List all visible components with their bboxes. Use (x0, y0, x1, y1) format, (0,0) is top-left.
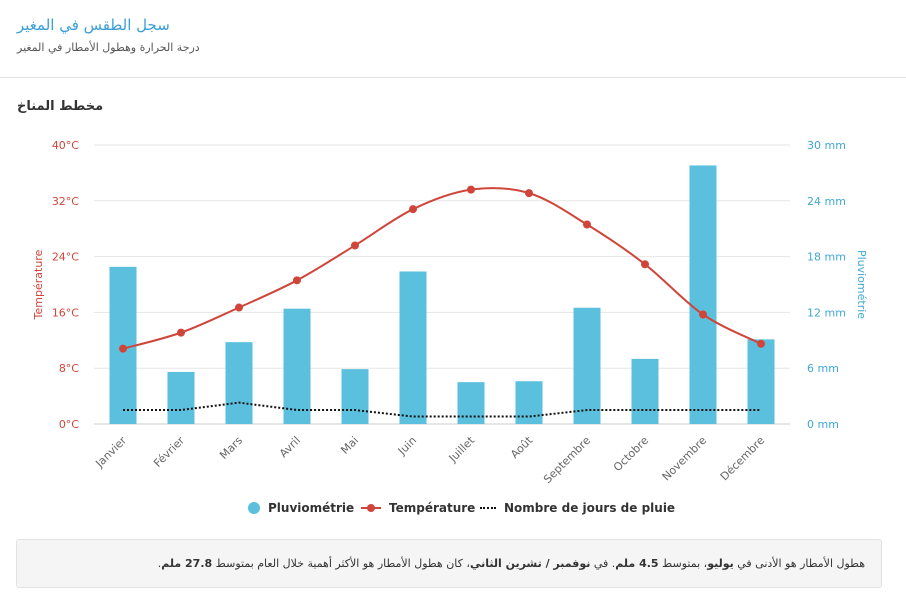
y-left-axis-title: Température (32, 249, 45, 320)
x-tick-label: Mars (217, 434, 245, 462)
y-left-tick-label: 8°C (59, 362, 79, 375)
rain-days-line (123, 401, 761, 418)
y-right-tick-label: 0 mm (807, 418, 839, 431)
rain-bar (747, 339, 775, 424)
x-tick-label: Août (508, 433, 536, 461)
temperature-point (525, 189, 533, 198)
temperature-line (119, 185, 765, 353)
page-header: سجل الطقس في المغير درجة الحرارة وهطول ا… (0, 0, 906, 78)
legend-label-rain: Pluviométrie (268, 501, 355, 515)
rain-summary-note: هطول الأمطار هو الأدنى في يوليو، بمتوسط … (16, 539, 882, 588)
legend-label-temp: Température (389, 501, 476, 515)
climate-chart: 0°C 0 mm 8°C 6 mm 16°C 12 mm 24°C 18 mm 32°C 24 m… (32, 139, 868, 486)
note-text: هطول الأمطار هو الأدنى في (733, 557, 865, 570)
rain-bar (573, 307, 601, 424)
temperature-path (122, 187, 762, 350)
note-text: . (157, 557, 162, 570)
legend-item-rain[interactable]: Pluviométrie (248, 498, 354, 518)
y-right-tick-label: 12 mm (807, 306, 846, 319)
x-tick-label: Avril (277, 434, 303, 460)
page-title[interactable]: سجل الطقس في المغير (17, 16, 170, 34)
rain-bar (399, 271, 427, 424)
rain-bar (457, 382, 485, 424)
note-text: ، كان هطول الأمطار هو الأكثر أهمية خلال … (212, 557, 470, 570)
temperature-point (757, 339, 765, 348)
rain-bar (689, 165, 717, 424)
x-tick-label: Février (151, 434, 187, 470)
x-tick-label: Juillet (446, 433, 478, 465)
x-tick-label: Juin (395, 434, 419, 458)
legend-item-days[interactable]: Nombre de jours de pluie (480, 498, 675, 518)
note-text: ، بمتوسط (658, 557, 708, 570)
temperature-point (699, 310, 707, 319)
rain-days-polyline (123, 401, 761, 418)
temperature-point (641, 260, 649, 269)
x-tick-label: Mai (338, 434, 361, 457)
temperature-point (583, 220, 591, 229)
y-left-tick-label: 24°C (52, 251, 79, 264)
note-max-month: نوفمبر / تشرين الثاني (469, 557, 591, 570)
temp-legend-icon (361, 504, 381, 512)
page-subtitle: درجة الحرارة وهطول الأمطار في المغير (17, 41, 200, 54)
y-left-tick-label: 32°C (52, 195, 79, 208)
days-legend-icon (480, 507, 496, 509)
legend-item-temp[interactable]: Température (361, 498, 475, 518)
temperature-point (409, 205, 417, 214)
section-title: مخطط المناخ (17, 99, 104, 114)
note-text: . في (590, 557, 616, 570)
temperature-point (351, 241, 359, 250)
y-right-tick-label: 6 mm (807, 362, 839, 375)
y-left-tick-label: 40°C (52, 139, 79, 152)
temperature-point (467, 185, 475, 194)
y-left-tick-label: 0°C (59, 418, 79, 431)
temperature-point (235, 303, 243, 312)
x-tick-label: Septembre (541, 434, 593, 486)
note-min-month: يوليو (707, 557, 734, 570)
rain-bars (109, 165, 775, 424)
temperature-point (177, 328, 185, 337)
rain-bar (283, 308, 311, 424)
x-tick-label: Décembre (718, 434, 768, 484)
y-left-tick-label: 16°C (52, 306, 79, 319)
rain-bar (631, 358, 659, 424)
rain-bar (341, 369, 369, 424)
rain-bar (225, 342, 253, 424)
temperature-point (293, 276, 301, 285)
legend-label-days: Nombre de jours de pluie (504, 501, 676, 515)
y-right-axis-title: Pluviométrie (855, 250, 868, 319)
x-tick-label: Octobre (611, 434, 651, 474)
rain-legend-icon (248, 502, 260, 514)
x-tick-label: Janvier (92, 434, 129, 471)
chart-legend: Pluviométrie Température Nombre de jours… (0, 498, 906, 518)
note-max-value: 27.8 ملم (161, 557, 213, 570)
chart-grid (94, 144, 790, 425)
rain-bar (167, 371, 195, 424)
y-right-tick-label: 24 mm (807, 195, 846, 208)
rain-bar (515, 381, 543, 424)
x-tick-label: Novembre (660, 434, 710, 484)
note-min-value: 4.5 ملم (615, 557, 659, 570)
y-right-tick-label: 18 mm (807, 251, 846, 264)
temperature-point (119, 344, 127, 353)
y-right-tick-label: 30 mm (807, 139, 846, 152)
